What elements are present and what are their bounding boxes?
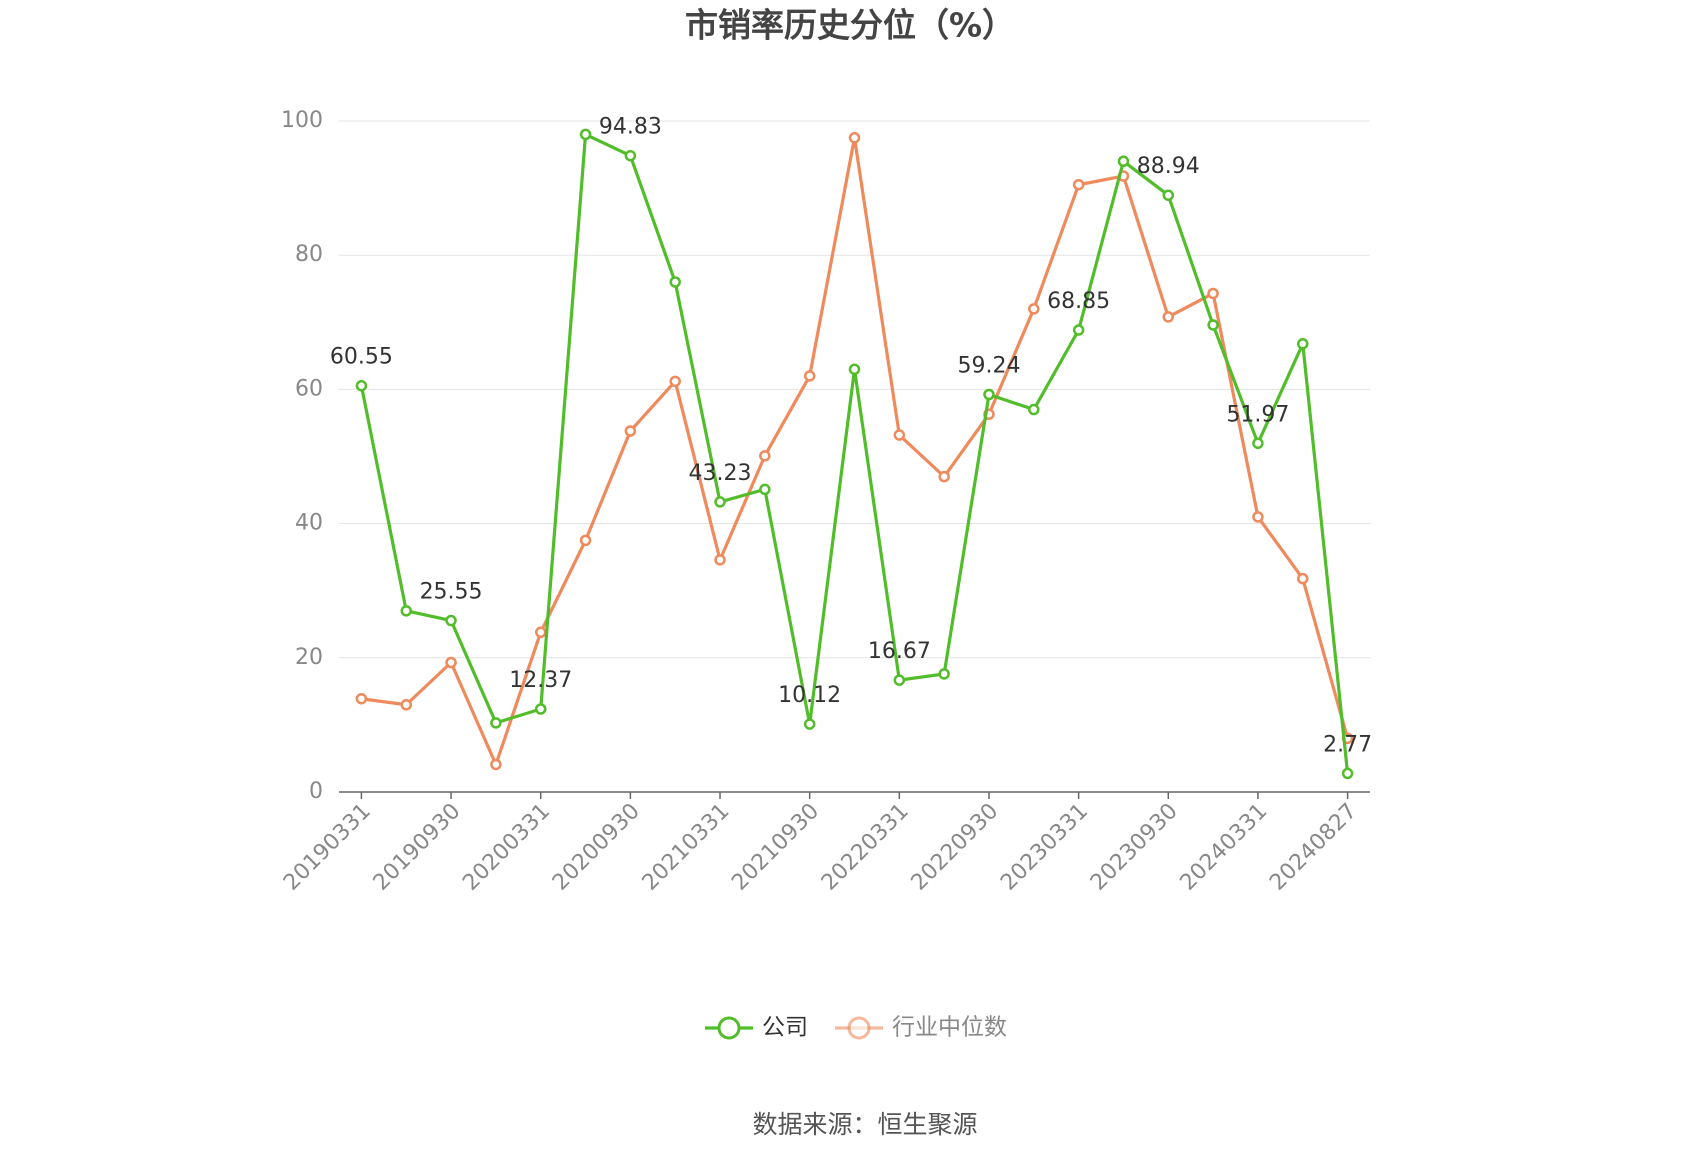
data-point [848,363,861,376]
data-point [1252,511,1264,523]
data-point [445,656,457,669]
data-label: 10.12 [778,683,841,708]
data-point [1252,437,1264,450]
data-point [534,626,547,639]
data-point [803,718,816,730]
x-tick-label: 20240827 [1265,799,1362,896]
data-label: 12.37 [509,668,572,693]
data-point [1297,572,1309,585]
source-note: 数据来源：恒生聚源 [752,1110,977,1139]
data-point [983,388,995,401]
data-point [714,554,726,566]
data-point [490,758,502,771]
data-point [1117,155,1130,168]
data-label: 88.94 [1137,154,1200,179]
y-tick-label: 80 [295,242,323,267]
y-tick-label: 100 [281,108,323,133]
data-label: 59.24 [957,353,1020,378]
data-point [1207,319,1219,331]
legend-label: 行业中位数 [892,1015,1007,1041]
data-point [579,128,592,141]
data-label: 43.23 [689,461,752,486]
data-point [938,470,950,483]
data-point [938,668,950,680]
data-point [1297,338,1309,350]
data-point [355,379,368,392]
x-tick-label: 20190930 [369,799,466,896]
y-tick-label: 0 [309,779,323,804]
data-point [1162,189,1175,201]
data-point [1341,767,1354,780]
y-tick-label: 60 [295,376,323,401]
data-point [400,699,412,711]
x-tick-label: 20200930 [548,799,645,896]
y-tick-label: 40 [295,511,323,536]
y-tick-label: 20 [295,645,323,670]
data-point [848,132,861,144]
x-tick-label: 20210930 [727,799,824,896]
data-point [669,375,681,388]
data-point [1028,403,1040,416]
chart-title: 市销率历史分位（%） [685,6,1015,45]
data-point [759,483,771,496]
data-point [579,534,592,547]
data-point [490,717,502,729]
data-label: 2.77 [1323,732,1372,757]
x-tick-label: 20230930 [1086,799,1183,896]
data-point [893,674,906,686]
legend-label: 公司 [762,1015,808,1041]
data-label: 68.85 [1047,289,1110,314]
x-tick-label: 20240331 [1176,799,1273,896]
data-label: 51.97 [1226,402,1289,427]
data-point [893,429,906,441]
data-point [1207,287,1219,300]
x-tick-label: 20210331 [638,799,735,896]
x-tick-label: 20190331 [279,799,376,896]
data-point [624,149,637,162]
data-point [669,276,681,288]
x-tick-label: 20220930 [907,799,1004,896]
data-point [400,605,412,617]
x-tick-label: 20200331 [458,799,555,896]
data-point [534,703,547,715]
legend-marker [717,1016,741,1040]
data-label: 25.55 [420,580,483,605]
data-point [1028,303,1040,315]
data-label: 16.67 [868,639,931,664]
x-tick-label: 20230331 [996,799,1093,896]
data-point [1072,324,1085,336]
data-point [355,692,368,705]
data-point [803,370,816,382]
data-point [1162,311,1175,323]
data-point [1072,178,1085,191]
data-point [624,425,637,437]
data-point [759,450,771,462]
data-label: 94.83 [599,115,662,140]
x-tick-label: 20220331 [817,799,914,896]
legend-marker [847,1016,871,1040]
data-point [714,496,726,508]
data-point [445,614,457,627]
data-label: 60.55 [330,345,393,370]
